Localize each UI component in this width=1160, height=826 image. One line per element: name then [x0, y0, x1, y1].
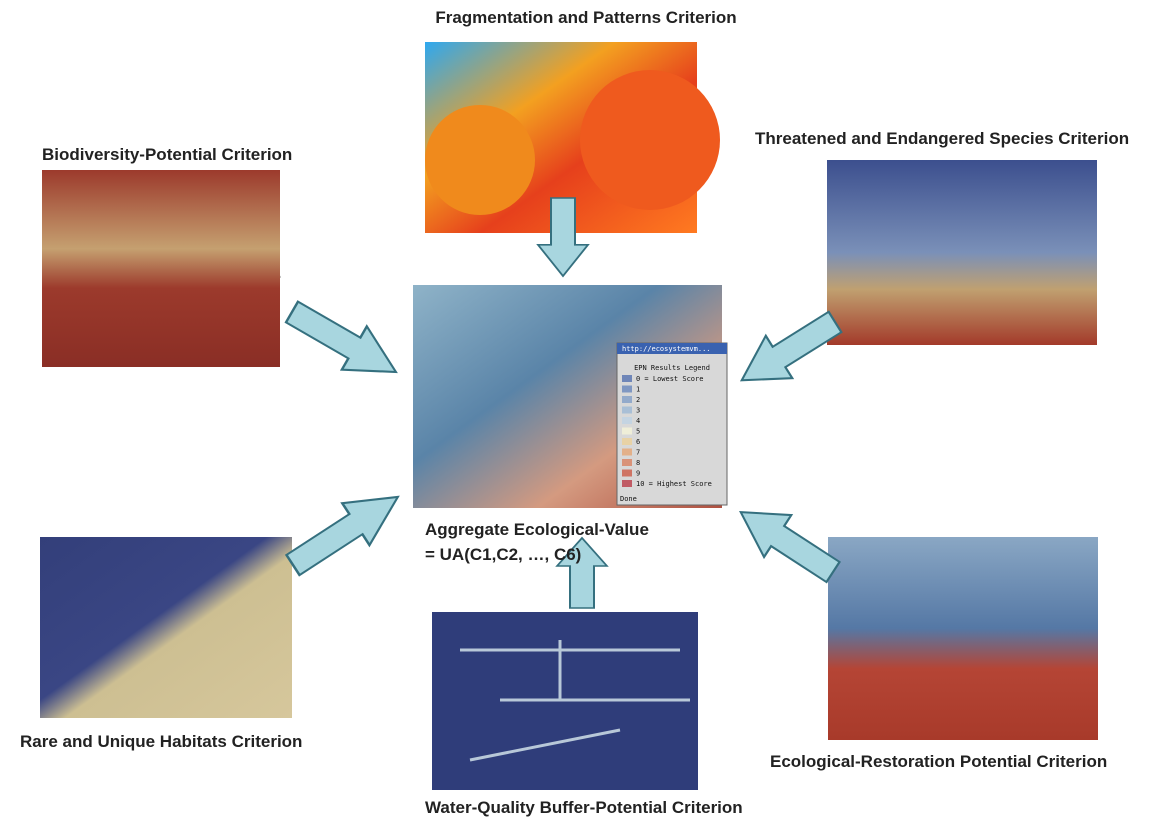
legend-item: 6 — [636, 438, 640, 446]
arrow — [279, 476, 411, 586]
center-label: = UA(C1,C2, …, C6) — [425, 545, 581, 564]
status-text: Done — [620, 495, 637, 503]
legend-item: 7 — [636, 449, 640, 457]
node-label: Water-Quality Buffer-Potential Criterion — [425, 798, 743, 817]
legend-item: 4 — [636, 417, 640, 425]
legend-swatch — [622, 470, 632, 477]
window-title: http://ecosystemvm... — [622, 345, 711, 353]
legend-swatch — [622, 459, 632, 466]
legend-swatch — [622, 407, 632, 414]
legend-item: 5 — [636, 428, 640, 436]
legend-item: 3 — [636, 407, 640, 415]
node-label: Fragmentation and Patterns Criterion — [435, 8, 736, 27]
legend-item: 2 — [636, 396, 640, 404]
node-label: Rare and Unique Habitats Criterion — [20, 732, 302, 751]
legend-swatch — [622, 375, 632, 382]
legend-swatch — [622, 480, 632, 487]
arrow — [728, 301, 848, 402]
legend-window: http://ecosystemvm... EPN Results Legend… — [617, 343, 727, 505]
map-blob — [580, 70, 720, 210]
diagram: a http://ecosystemvm... EPN Results Lege… — [0, 0, 1160, 821]
rare-habitats-map — [40, 537, 292, 718]
legend-swatch — [622, 449, 632, 456]
legend-swatch — [622, 396, 632, 403]
legend-swatch — [622, 386, 632, 393]
legend-swatch — [622, 428, 632, 435]
legend-item: 0 = Lowest Score — [636, 375, 703, 383]
legend-item: 1 — [636, 386, 640, 394]
biodiversity-map — [42, 170, 280, 367]
node-label: Ecological-Restoration Potential Criteri… — [770, 752, 1107, 771]
restoration-map — [828, 537, 1098, 740]
legend-swatch — [622, 438, 632, 445]
arrow — [280, 290, 409, 393]
node-label: Threatened and Endangered Species Criter… — [755, 129, 1129, 148]
legend-item: 8 — [636, 459, 640, 467]
threatened-map — [827, 160, 1097, 345]
center-label: Aggregate Ecological-Value — [425, 520, 649, 539]
map-blob — [425, 105, 535, 215]
legend-heading: EPN Results Legend — [634, 364, 710, 372]
legend-swatch — [622, 417, 632, 424]
node-label: Biodiversity-Potential Criterion — [42, 145, 292, 164]
legend-item: 10 = Highest Score — [636, 480, 712, 488]
legend-item: 9 — [636, 470, 640, 478]
